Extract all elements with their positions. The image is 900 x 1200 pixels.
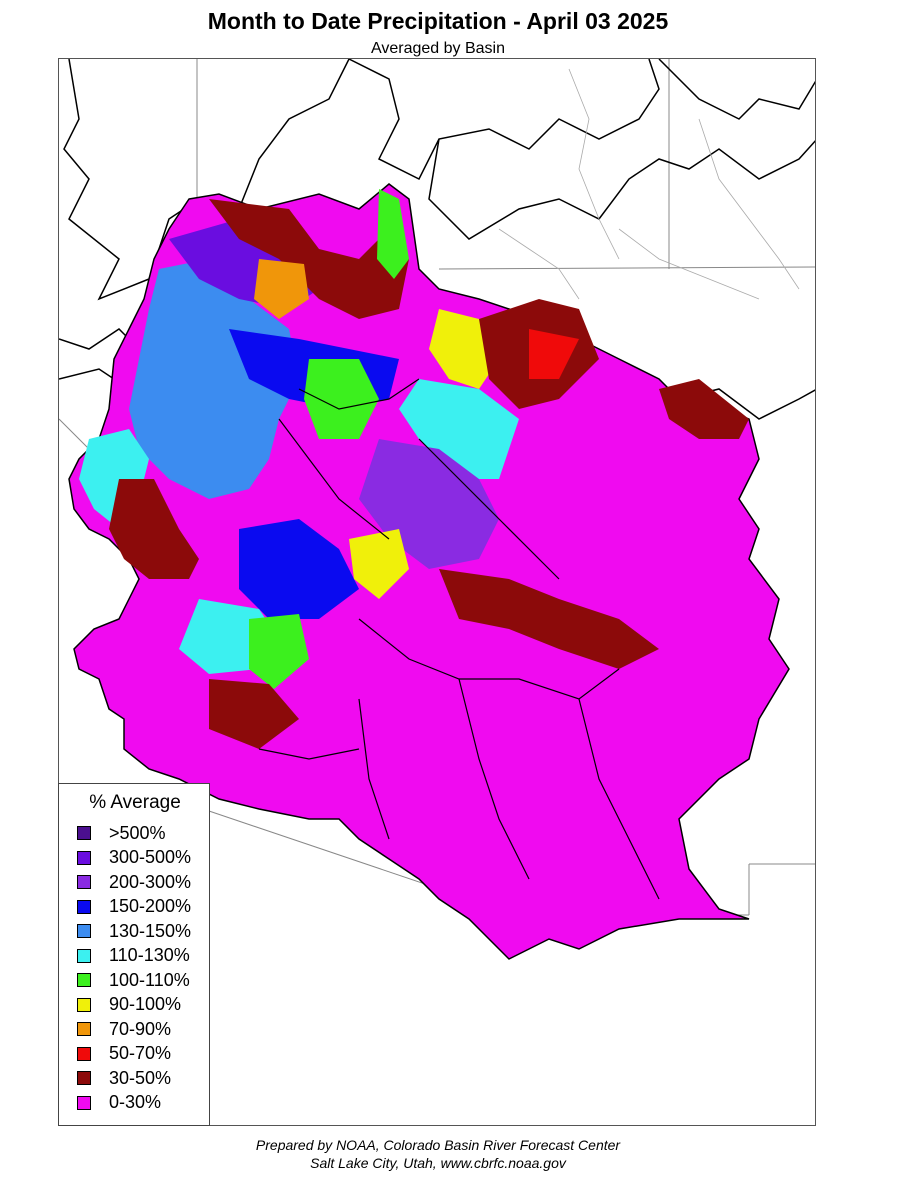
legend-item: 70-90% xyxy=(77,1018,171,1040)
legend-item: 90-100% xyxy=(77,994,181,1016)
basin-patch-maroon-southeast xyxy=(439,569,659,669)
legend-label: 100-110% xyxy=(109,969,190,990)
legend-item: >500% xyxy=(77,822,166,844)
inner-basin-outlines xyxy=(258,378,660,900)
legend-label: 150-200% xyxy=(109,896,192,916)
legend-swatch xyxy=(77,899,91,914)
basin-patch-orange-north xyxy=(254,259,309,319)
credit-line-2: Salt Lake City, Utah, www.cbrfc.noaa.gov xyxy=(310,1155,566,1171)
legend-label: 70-90% xyxy=(109,1018,172,1039)
legend-label: 30-50% xyxy=(109,1067,172,1088)
legend-item: 200-300% xyxy=(77,871,191,893)
legend-item: 110-130% xyxy=(77,945,190,967)
legend-swatch xyxy=(77,1071,91,1085)
basin-patch-blue-south xyxy=(239,519,359,619)
basin-patch-cyan-east xyxy=(399,379,519,479)
legend-label: 300-500% xyxy=(109,847,192,867)
basin-patch-green-north xyxy=(377,189,409,279)
legend-label: 90-100% xyxy=(109,994,182,1014)
basin-patch-blue-west xyxy=(129,259,299,499)
legend-label: >500% xyxy=(109,822,166,843)
legend-item: 0-30% xyxy=(77,1092,161,1114)
legend-swatch xyxy=(77,826,91,840)
map-title: Month to Date Precipitation - April 03 2… xyxy=(207,8,669,34)
legend-swatch xyxy=(77,875,91,889)
legend-label: 0-30% xyxy=(109,1092,162,1112)
river-lines xyxy=(498,68,800,300)
basin-patch-green-south xyxy=(249,614,309,689)
legend-label: 130-150% xyxy=(109,920,192,941)
legend-item: 130-150% xyxy=(77,920,191,942)
legend-swatch xyxy=(77,973,91,987)
map-subtitle: Averaged by Basin xyxy=(370,40,505,57)
basin-patch-red-east xyxy=(529,329,579,379)
basin-patch-maroon-south xyxy=(209,679,299,749)
legend-label: 200-300% xyxy=(109,871,192,892)
basin-patch-yellow-south xyxy=(349,529,409,599)
legend-label: 110-130% xyxy=(109,945,190,965)
legend-swatch xyxy=(77,924,91,938)
legend-label: 50-70% xyxy=(109,1043,172,1063)
basin-patch-maroon-west xyxy=(109,479,199,579)
legend-title: % Average xyxy=(89,792,181,813)
legend-box: % Average >500% 300-500% 200-300% 150-200% 1… xyxy=(58,783,210,1126)
legend-item: 30-50% xyxy=(77,1067,171,1089)
basin-patch-green-central xyxy=(304,359,379,439)
legend-item: 100-110% xyxy=(77,969,190,991)
legend-swatch xyxy=(77,1022,91,1036)
precipitation-map xyxy=(58,58,816,1126)
legend-swatch xyxy=(77,997,91,1012)
legend-swatch xyxy=(77,1046,91,1061)
legend-item: 300-500% xyxy=(77,847,191,869)
legend-swatch xyxy=(77,948,91,963)
legend-item: 150-200% xyxy=(77,896,191,918)
basin-patch-maroon-north xyxy=(209,199,409,319)
legend-item: 50-70% xyxy=(77,1043,171,1065)
legend-swatch xyxy=(77,850,91,865)
basin-patch-maroon-far-east xyxy=(659,379,749,439)
credit-line-1: Prepared by NOAA, Colorado Basin River F… xyxy=(255,1137,621,1153)
legend-swatch xyxy=(77,1095,91,1110)
basin-map-canvas xyxy=(59,59,815,960)
